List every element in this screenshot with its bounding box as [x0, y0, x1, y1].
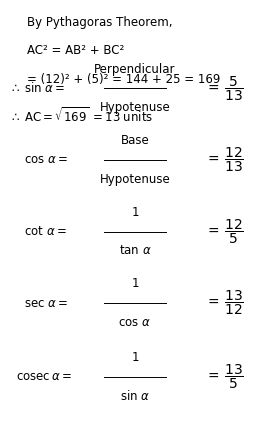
Text: $=\,\dfrac{12}{5}$: $=\,\dfrac{12}{5}$: [205, 217, 244, 246]
Text: 1: 1: [131, 351, 139, 364]
Text: $=\,\dfrac{12}{13}$: $=\,\dfrac{12}{13}$: [205, 146, 244, 174]
Text: = (12)² + (5)² = 144 + 25 = 169: = (12)² + (5)² = 144 + 25 = 169: [27, 73, 220, 86]
Text: By Pythagoras Theorem,: By Pythagoras Theorem,: [27, 16, 173, 29]
Text: $\therefore\;\sin\,\alpha =$: $\therefore\;\sin\,\alpha =$: [9, 81, 66, 96]
Text: Base: Base: [121, 134, 149, 147]
Text: $=\,\dfrac{5}{13}$: $=\,\dfrac{5}{13}$: [205, 74, 244, 103]
Text: $\tan\,\alpha$: $\tan\,\alpha$: [119, 244, 151, 257]
Text: $\mathrm{cosec}\,\alpha =$: $\mathrm{cosec}\,\alpha =$: [16, 370, 72, 383]
Text: $\sin\,\alpha$: $\sin\,\alpha$: [120, 389, 150, 403]
Text: AC² = AB² + BC²: AC² = AB² + BC²: [27, 44, 124, 57]
Text: 1: 1: [131, 277, 139, 290]
Text: Hypotenuse: Hypotenuse: [100, 173, 170, 186]
Text: $\sec\,\alpha =$: $\sec\,\alpha =$: [24, 297, 69, 309]
Text: $=\,\dfrac{13}{5}$: $=\,\dfrac{13}{5}$: [205, 362, 244, 391]
Text: $=\,\dfrac{13}{12}$: $=\,\dfrac{13}{12}$: [205, 289, 244, 317]
Text: Hypotenuse: Hypotenuse: [100, 101, 170, 114]
Text: 1: 1: [131, 206, 139, 219]
Text: $\cos\,\alpha$: $\cos\,\alpha$: [119, 316, 151, 329]
Text: $\therefore\;\mathrm{AC} = \sqrt{169}\; = 13\;\mathrm{units}$: $\therefore\;\mathrm{AC} = \sqrt{169}\; …: [9, 107, 154, 125]
Text: $\cos\,\alpha =$: $\cos\,\alpha =$: [24, 154, 69, 166]
Text: Perpendicular: Perpendicular: [94, 63, 176, 76]
Text: $\cot\,\alpha =$: $\cot\,\alpha =$: [24, 225, 67, 238]
